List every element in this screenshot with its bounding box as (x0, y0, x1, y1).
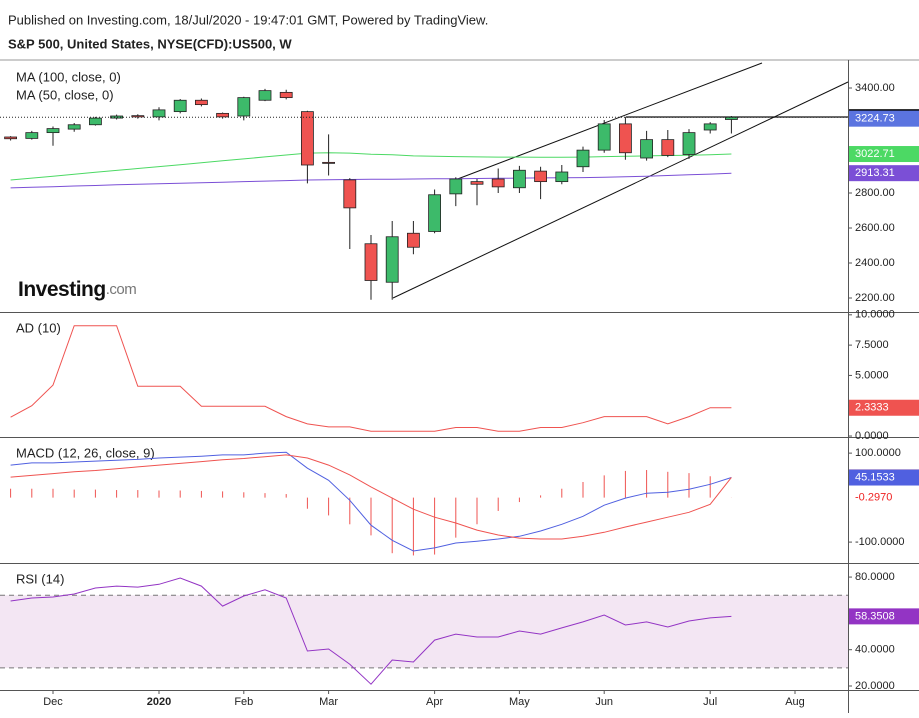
y-tick-label: 10.0000 (855, 309, 895, 321)
candle-body (89, 117, 102, 126)
series-line (10, 577, 732, 685)
y-tick-label: -100.0000 (855, 536, 905, 548)
y-tick-label: 100.0000 (855, 447, 901, 459)
panel-frames (0, 59, 919, 713)
candle-body (4, 136, 17, 140)
x-tick-label: May (509, 696, 530, 708)
candle-body (343, 179, 357, 209)
candle-body (152, 109, 166, 118)
y-tick-label: 2800.00 (855, 187, 895, 199)
series-line (10, 454, 732, 540)
candle-body (428, 194, 442, 232)
candle-body (110, 115, 123, 119)
price-marker (849, 469, 919, 486)
trend-line (454, 62, 763, 181)
candle-body (534, 170, 547, 183)
candle-body (194, 99, 208, 106)
candle-body (25, 132, 39, 139)
x-tick-label: Jun (595, 696, 613, 708)
y-tick-label: 40.0000 (855, 644, 895, 656)
candle-body (682, 132, 696, 155)
candle-body (449, 178, 463, 195)
candle-body (322, 161, 336, 164)
y-tick-label: 3400.00 (855, 82, 895, 94)
price-marker (849, 110, 919, 127)
legend-entry: MA (100, close, 0) (16, 69, 121, 84)
candle-body (279, 91, 293, 99)
y-tick-label: 2600.00 (855, 222, 895, 234)
y-tick-label: 2400.00 (855, 257, 895, 269)
published-line: Published on Investing.com, 18/Jul/2020 … (8, 12, 488, 27)
y-tick-label: 20.0000 (855, 680, 895, 692)
candle-body (300, 111, 314, 166)
candle-body (258, 90, 272, 101)
series-line (10, 325, 732, 432)
candle-body (491, 178, 505, 188)
x-tick-label: Mar (319, 696, 338, 708)
series-line (10, 451, 732, 552)
x-tick-label: Aug (785, 696, 805, 708)
candle-body (470, 181, 484, 185)
panel-title: AD (10) (16, 320, 61, 335)
x-tick-label: Feb (234, 696, 253, 708)
candle-body (703, 123, 717, 131)
x-tick-label: Dec (43, 696, 63, 708)
price-marker-label: 3224.73 (855, 113, 895, 125)
price-marker (849, 489, 919, 506)
candle-body (131, 115, 145, 118)
candle-body (67, 124, 81, 130)
candle-body (597, 123, 611, 151)
price-marker-label: -0.2970 (855, 492, 892, 504)
x-tick-label: Apr (426, 696, 443, 708)
price-marker-label: 3022.71 (855, 148, 895, 160)
watermark-suffix: .com (106, 281, 137, 298)
candle-body (576, 149, 590, 168)
watermark: Investing.com (18, 278, 136, 301)
candle-body (406, 232, 420, 248)
price-marker (849, 165, 919, 182)
candle-body (725, 116, 738, 120)
candle-body (513, 169, 526, 189)
watermark-brand: Investing (18, 278, 106, 301)
y-tick-label: 5.0000 (855, 369, 889, 381)
price-marker-label: 2913.31 (855, 167, 895, 179)
x-tick-label: Jul (703, 696, 717, 708)
candle-body (640, 139, 653, 159)
chart-title: S&P 500, United States, NYSE(CFD):US500,… (8, 36, 292, 51)
price-marker (849, 399, 919, 416)
y-tick-label: 7.5000 (855, 339, 889, 351)
candle-body (216, 112, 230, 118)
candle-body (385, 236, 399, 283)
candle-body (555, 171, 569, 183)
band-fill (0, 595, 848, 668)
y-tick-label: 0.0000 (855, 430, 889, 442)
panel-title: RSI (14) (16, 571, 64, 586)
y-tick-label: 2200.00 (855, 292, 895, 304)
series-line (10, 152, 732, 181)
legend-entry: MA (50, close, 0) (16, 87, 114, 102)
candle-body (619, 123, 632, 154)
series-line (10, 172, 732, 189)
x-tick-label: 2020 (147, 696, 171, 708)
candle-body (237, 97, 251, 117)
panel-title: MACD (12, 26, close, 9) (16, 445, 155, 460)
candle-body (173, 99, 187, 113)
price-marker-label: 45.1533 (855, 471, 895, 483)
price-marker-label: 58.3508 (855, 610, 895, 622)
candle-body (364, 243, 378, 281)
price-marker (849, 146, 919, 163)
price-marker (849, 608, 919, 625)
y-tick-label: 80.0000 (855, 571, 895, 583)
price-marker-label: 2.3333 (855, 402, 889, 414)
candle-body (46, 128, 60, 134)
candle-body (661, 139, 675, 156)
trend-line (392, 81, 849, 299)
